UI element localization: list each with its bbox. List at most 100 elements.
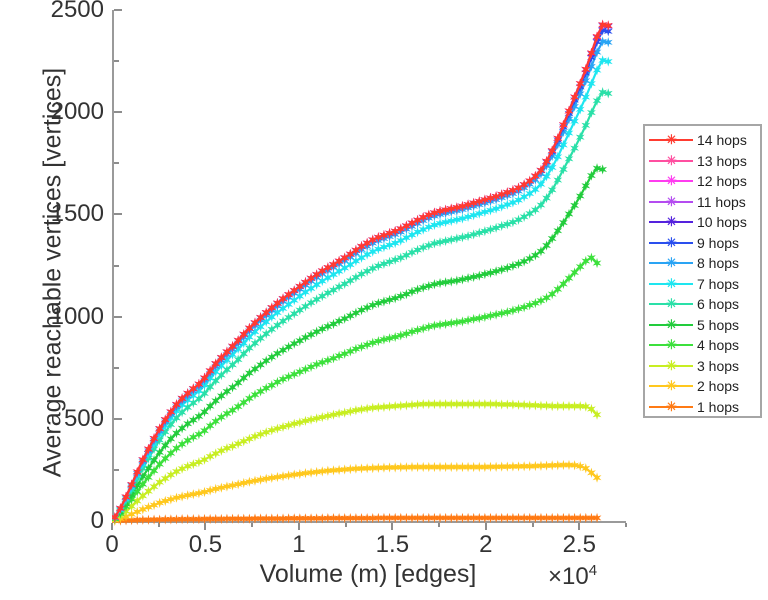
y-axis-tick [114,111,122,114]
legend-item[interactable]: ✳ 1 hops [645,397,760,418]
legend-item[interactable]: ✳ 14 hops [645,130,760,151]
y-axis-tick [114,417,122,420]
y-axis-line [112,10,114,523]
x-axis-tick [297,523,300,530]
x-axis-tick-label: 0.5 [188,531,223,558]
y-axis-minor-tick [114,468,119,471]
y-axis-minor-tick [114,60,119,63]
y-axis-tick [114,9,122,11]
legend-line [649,159,693,162]
x-axis-tick [578,523,581,530]
legend-item[interactable]: ✳ 4 hops [645,335,760,356]
x-axis-minor-tick [438,523,441,527]
legend-item[interactable]: ✳ 13 hops [645,151,760,172]
y-axis-tick [114,213,122,216]
legend-item[interactable]: ✳ 11 hops [645,192,760,213]
y-axis-tick-label: 2000 [50,98,104,126]
legend-item-label: 1 hops [697,398,740,415]
legend-item-label: 13 hops [697,152,747,169]
legend-item-label: 12 hops [697,173,747,190]
series-line [113,256,599,520]
x-axis-minor-tick [157,523,160,527]
series-1-hops [112,513,601,525]
x-axis-line [112,521,626,523]
legend-item[interactable]: ✳ 2 hops [645,376,760,397]
legend-swatch: ✳ [649,256,693,270]
legend-marker-icon: ✳ [666,378,677,394]
x-axis-tick-label: 0 [105,531,119,558]
series-3-hops [112,400,601,524]
legend-item-label: 11 hops [697,193,746,210]
legend-item[interactable]: ✳ 5 hops [645,315,760,336]
x-axis-tick [391,523,394,530]
legend-line [649,385,693,388]
legend-item[interactable]: ✳ 7 hops [645,274,760,295]
legend-swatch: ✳ [649,174,693,188]
y-axis-minor-tick [114,366,119,369]
legend-marker-icon: ✳ [666,296,677,312]
legend-swatch: ✳ [649,133,693,147]
x-axis-tick-label: 2 [479,531,493,558]
y-axis-tick-label: 2500 [50,0,104,23]
legend-swatch: ✳ [649,400,693,414]
series-5-hops [112,164,607,523]
legend-marker-icon: ✳ [666,316,677,332]
legend-item-label: 8 hops [697,255,740,272]
legend-line [649,282,693,285]
legend-marker-icon: ✳ [666,275,677,291]
y-axis-tick-label: 1500 [50,200,104,228]
legend-item[interactable]: ✳ 10 hops [645,212,760,233]
legend-marker-icon: ✳ [666,193,677,209]
series-14-hops [112,20,612,522]
legend-swatch: ✳ [649,359,693,373]
series-2-hops [112,460,601,525]
legend-item[interactable]: ✳ 3 hops [645,356,760,377]
series-4-hops [112,253,601,523]
legend-item-label: 3 hops [697,357,740,374]
legend-item[interactable]: ✳ 12 hops [645,171,760,192]
series-6-hops [112,88,612,522]
plot-area [111,9,627,530]
legend-item[interactable]: ✳ 9 hops [645,233,760,254]
legend-item-label: 10 hops [697,214,747,231]
legend-item[interactable]: ✳ 8 hops [645,253,760,274]
x-axis-label: Volume (m) [edges] [259,560,477,588]
series-line [113,59,610,519]
x-axis-tick-label: 1.5 [375,531,410,558]
legend-line [649,344,693,347]
x-axis-tick-label: 1 [292,531,306,558]
legend-line [649,241,693,244]
legend-swatch: ✳ [649,195,693,209]
legend-item-label: 5 hops [697,316,740,333]
legend-swatch: ✳ [649,318,693,332]
series-canvas [112,20,612,525]
legend-item-label: 4 hops [697,337,740,354]
legend-line [649,180,693,183]
series-8-hops [112,37,612,522]
x-axis-tick [111,523,113,530]
legend-swatch: ✳ [649,215,693,229]
legend-line [649,405,693,408]
legend-swatch: ✳ [649,236,693,250]
x-axis-tick-label: 2.5 [562,531,596,558]
x-axis-minor-tick [531,523,534,527]
legend-marker-icon: ✳ [666,173,677,189]
legend-item-label: 7 hops [697,275,740,292]
x-axis-exponent: ×104 [548,562,597,591]
y-axis-minor-tick [114,264,119,267]
x-axis-tick [484,523,487,530]
legend-marker-icon: ✳ [666,234,677,250]
legend-line [649,364,693,367]
legend-line [649,323,693,326]
legend-line [649,303,693,306]
legend-item-label: 6 hops [697,296,740,313]
legend-marker-icon: ✳ [666,132,677,148]
legend-item[interactable]: ✳ 6 hops [645,294,760,315]
x-axis-minor-tick [344,523,347,527]
legend-marker-icon: ✳ [666,255,677,271]
legend-line [649,200,693,203]
y-axis-tick-labels: 0 500 1000 1500 2000 2500 [12,0,104,600]
legend-swatch: ✳ [649,338,693,352]
legend-swatch: ✳ [649,277,693,291]
